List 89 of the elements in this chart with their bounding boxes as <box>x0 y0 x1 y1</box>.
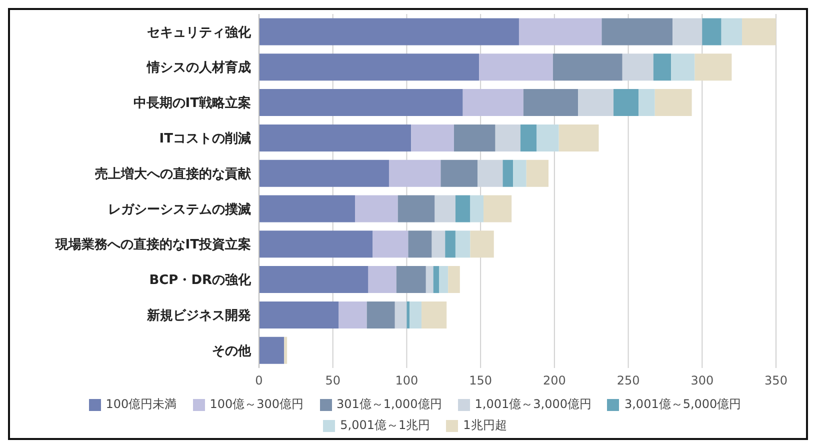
x-tick-label: 300 <box>690 374 714 388</box>
bar <box>284 336 288 364</box>
bar <box>372 230 408 258</box>
x-tick-label: 100 <box>395 374 418 388</box>
bar <box>259 336 284 364</box>
legend-label: 301億～1,000億円 <box>336 396 442 413</box>
bar <box>478 160 503 187</box>
bar <box>434 195 456 222</box>
bar <box>694 54 732 81</box>
bar <box>638 89 655 116</box>
bar <box>259 18 519 46</box>
bar <box>426 266 434 294</box>
bar <box>622 54 654 81</box>
bar <box>671 54 695 81</box>
bar <box>454 124 496 152</box>
bar <box>259 89 463 116</box>
legend-label: 100億～300億円 <box>208 396 304 413</box>
bar <box>421 301 447 328</box>
x-tick-label: 150 <box>469 374 492 388</box>
bar <box>558 124 599 152</box>
bar <box>445 230 456 258</box>
y-tick-label: その他 <box>212 344 252 359</box>
x-tick-label: 200 <box>542 374 566 388</box>
bar <box>410 301 422 328</box>
bar <box>479 54 553 81</box>
bar <box>495 124 520 152</box>
bar <box>406 301 410 328</box>
bar <box>653 54 672 81</box>
y-tick-label: 売上増大への直接的な貢献 <box>95 166 252 182</box>
bar <box>259 230 373 258</box>
x-tick-label: 50 <box>325 374 340 388</box>
legend-label: 100億円未満 <box>104 396 177 413</box>
y-tick-label: 現場業務への直接的なIT投資立案 <box>54 236 251 253</box>
bar <box>366 301 395 328</box>
y-tick-label: セキュリティ強化 <box>147 24 252 40</box>
bar <box>470 230 494 258</box>
bar <box>396 266 426 294</box>
bar <box>614 89 639 116</box>
bar <box>702 18 722 46</box>
bar <box>672 18 702 46</box>
bar <box>536 124 559 152</box>
y-tick-label: BCP・DRの強化 <box>149 272 252 288</box>
legend-label: 1,001億～3,000億円 <box>474 396 592 413</box>
bar <box>502 160 514 187</box>
bar <box>520 124 537 152</box>
bar <box>259 160 389 187</box>
bar <box>259 266 368 294</box>
y-tick-label: ITコストの削減 <box>159 132 251 147</box>
bar <box>455 195 470 222</box>
bar <box>394 301 407 328</box>
bar <box>259 195 356 222</box>
bar <box>368 266 396 294</box>
bar <box>513 160 526 187</box>
bar <box>552 54 622 81</box>
bar <box>388 160 441 187</box>
legend-label: 1兆円超 <box>462 417 507 434</box>
bar <box>470 195 484 222</box>
bar <box>484 195 512 222</box>
bar <box>259 54 480 81</box>
bar <box>408 230 432 258</box>
bar <box>259 124 412 152</box>
y-tick-label: 情シスの人材育成 <box>146 60 251 76</box>
bar <box>526 160 549 187</box>
bar <box>721 18 742 46</box>
bar <box>355 195 398 222</box>
bar <box>411 124 454 152</box>
bar <box>259 301 339 328</box>
bar <box>523 89 578 116</box>
y-tick-label: 中長期のIT戦略立案 <box>133 95 251 112</box>
bar <box>338 301 367 328</box>
bar <box>654 89 692 116</box>
bar <box>398 195 435 222</box>
bar <box>602 18 673 46</box>
y-tick-label: レガシーシステムの撲滅 <box>108 202 251 218</box>
bar <box>439 266 448 294</box>
bar <box>440 160 478 187</box>
bar <box>448 266 460 294</box>
bar <box>462 89 524 116</box>
bar <box>433 266 440 294</box>
x-tick-label: 0 <box>255 374 263 388</box>
y-tick-label: 新規ビジネス開発 <box>146 308 251 324</box>
x-tick-label: 350 <box>764 374 788 388</box>
bar <box>432 230 446 258</box>
bar <box>455 230 470 258</box>
x-tick-label: 250 <box>616 374 640 388</box>
bar <box>578 89 614 116</box>
legend-label: 5,001億～1兆円 <box>339 417 430 434</box>
bar <box>518 18 602 46</box>
legend-label: 3,001億～5,000億円 <box>623 396 742 413</box>
